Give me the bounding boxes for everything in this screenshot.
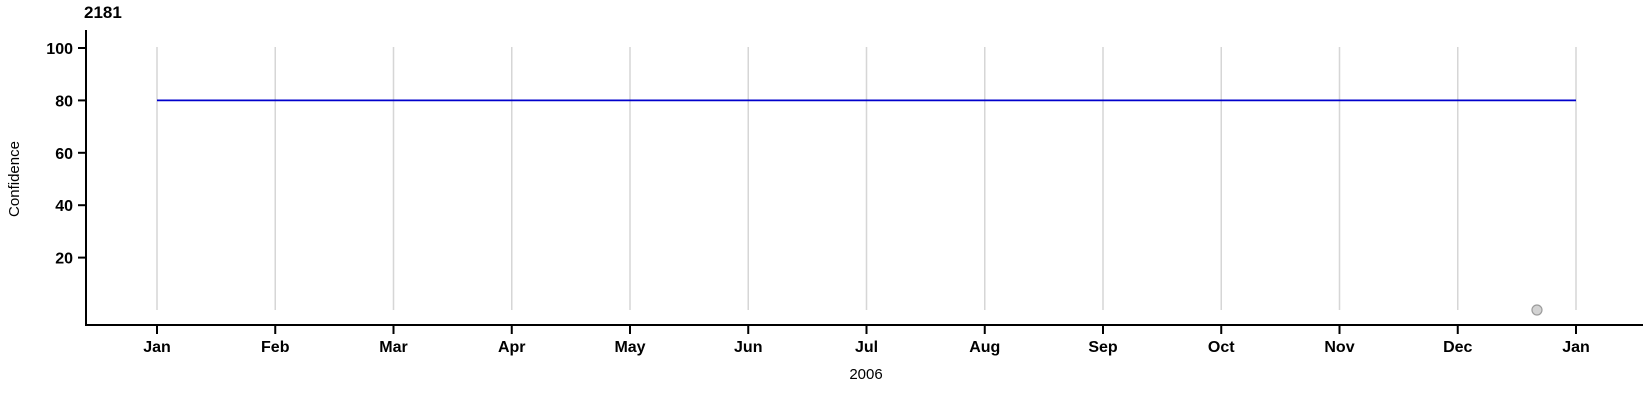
x-tick-label: Jan xyxy=(143,339,171,356)
y-tick-label: 20 xyxy=(55,251,73,268)
x-tick-label: Oct xyxy=(1208,339,1235,356)
y-tick-label: 40 xyxy=(55,198,73,215)
x-tick-label: Jun xyxy=(734,339,762,356)
chart-title: 2181 xyxy=(84,3,122,22)
x-tick-label: Sep xyxy=(1088,339,1118,356)
x-tick-label: Jan xyxy=(1562,339,1590,356)
x-tick-label: Jul xyxy=(855,339,878,356)
x-tick-label: Aug xyxy=(969,339,1000,356)
x-tick-label: Apr xyxy=(498,339,526,356)
y-tick-label: 80 xyxy=(55,93,73,110)
x-tick-label: Mar xyxy=(379,339,407,356)
x-tick-label: May xyxy=(614,339,645,356)
y-tick-label: 100 xyxy=(46,41,73,58)
y-tick-label: 60 xyxy=(55,146,73,163)
x-tick-label: Feb xyxy=(261,339,290,356)
x-tick-label: Dec xyxy=(1443,339,1472,356)
outlier-point xyxy=(1531,304,1543,316)
x-tick-label: Nov xyxy=(1324,339,1354,356)
x-axis-label: 2006 xyxy=(849,366,883,383)
